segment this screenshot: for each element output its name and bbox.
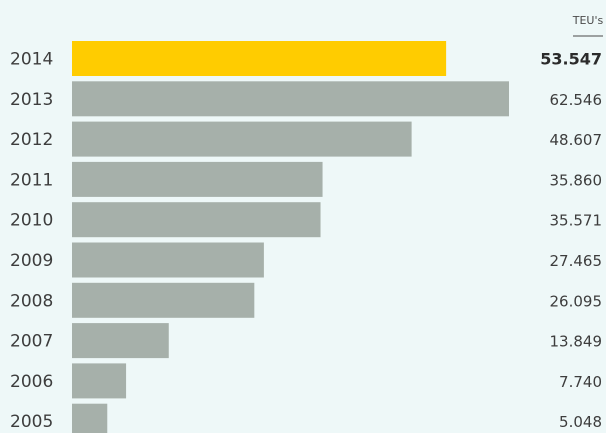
bar	[72, 282, 255, 318]
year-label: 2007	[10, 332, 53, 352]
value-label: 53.547	[540, 50, 602, 69]
year-label: 2010	[10, 211, 53, 231]
bar	[72, 81, 509, 117]
bar	[72, 202, 321, 238]
year-label: 2008	[10, 291, 53, 311]
year-label: 2013	[10, 90, 53, 110]
value-label: 62.546	[550, 91, 603, 109]
year-label: 2009	[10, 251, 53, 271]
year-label: 2014	[10, 50, 53, 70]
value-label: 48.607	[550, 131, 603, 149]
bar-highlight	[72, 41, 447, 76]
year-label: 2005	[10, 412, 53, 432]
bar	[72, 161, 323, 197]
bar	[72, 323, 169, 359]
bar	[72, 121, 412, 157]
bar	[72, 403, 108, 433]
value-label: 35.860	[550, 171, 603, 189]
value-label: 27.465	[550, 252, 603, 270]
value-label: 35.571	[550, 212, 603, 230]
bar	[72, 363, 127, 399]
value-label: 13.849	[550, 333, 603, 351]
year-label: 2012	[10, 130, 53, 150]
value-label: 5.048	[559, 413, 602, 431]
value-label: 26.095	[550, 292, 603, 310]
unit-label: TEU's	[572, 14, 604, 27]
value-label: 7.740	[559, 373, 602, 391]
year-label: 2011	[10, 170, 53, 190]
bar	[72, 242, 264, 278]
year-label: 2006	[10, 372, 53, 392]
